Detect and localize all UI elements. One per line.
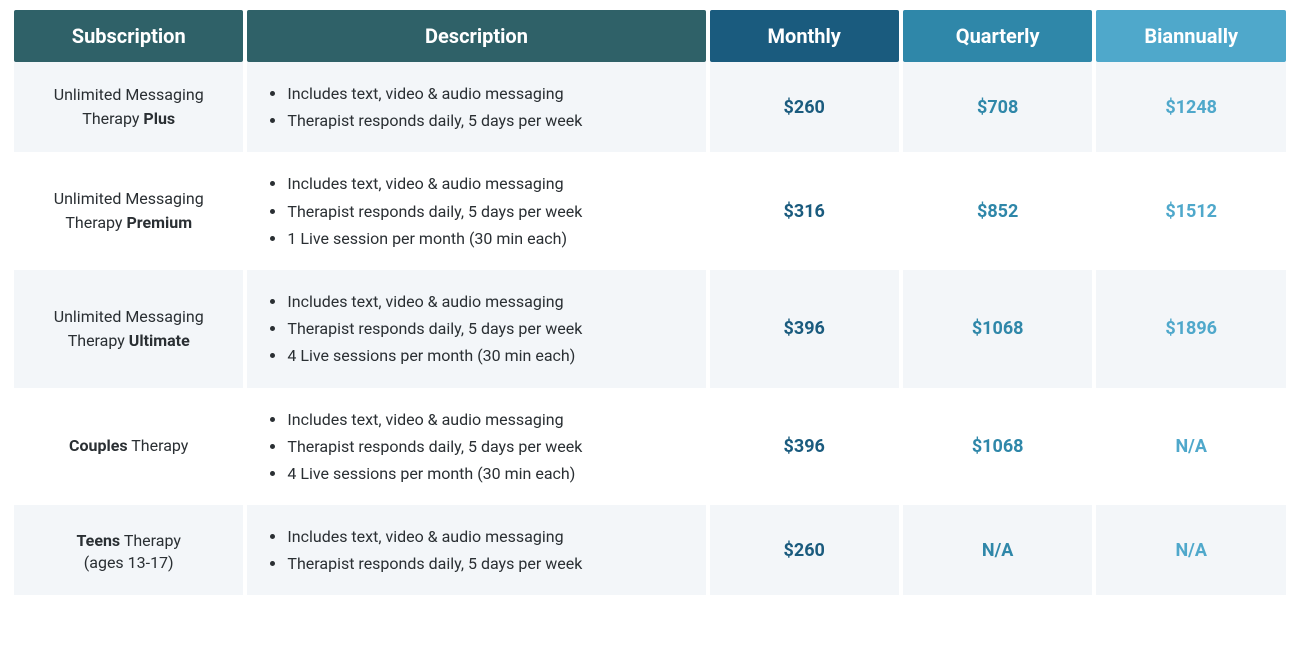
price-quarterly: $708 <box>903 62 1092 152</box>
pricing-table: Subscription Description Monthly Quarter… <box>10 10 1290 595</box>
feature-item: Includes text, video & audio messaging <box>287 170 691 197</box>
header-biannually: Biannually <box>1096 10 1286 62</box>
feature-item: Therapist responds daily, 5 days per wee… <box>287 315 691 342</box>
subscription-name-cell: Unlimited Messaging Therapy Plus <box>14 62 243 152</box>
subscription-name: Unlimited Messaging Therapy Ultimate <box>28 305 229 353</box>
header-monthly: Monthly <box>710 10 899 62</box>
price-monthly: $260 <box>710 62 899 152</box>
subscription-name: Couples Therapy <box>28 434 229 458</box>
price-value: $396 <box>784 436 825 457</box>
price-biannually: N/A <box>1096 505 1286 595</box>
subscription-name-cell: Couples Therapy <box>14 388 243 506</box>
table-row: Couples Therapy Includes text, video & au… <box>14 388 1286 506</box>
feature-list: Includes text, video & audio messagingTh… <box>261 406 691 488</box>
price-biannually: $1512 <box>1096 152 1286 270</box>
price-value: $396 <box>784 318 825 339</box>
price-value: N/A <box>1175 436 1206 457</box>
feature-item: Includes text, video & audio messaging <box>287 523 691 550</box>
price-value: N/A <box>982 540 1013 561</box>
feature-item: Includes text, video & audio messaging <box>287 288 691 315</box>
price-value: N/A <box>1175 540 1206 561</box>
price-value: $1068 <box>972 318 1024 339</box>
feature-item: 1 Live session per month (30 min each) <box>287 225 691 252</box>
subscription-name-bold: Couples <box>69 436 128 455</box>
table-row: Unlimited Messaging Therapy Ultimate Incl… <box>14 270 1286 388</box>
table-row: Unlimited Messaging Therapy Premium Inclu… <box>14 152 1286 270</box>
table-row: Unlimited Messaging Therapy Plus Includes… <box>14 62 1286 152</box>
header-description: Description <box>247 10 705 62</box>
header-quarterly: Quarterly <box>903 10 1092 62</box>
price-value: $852 <box>977 201 1018 222</box>
price-value: $708 <box>977 97 1018 118</box>
feature-item: Includes text, video & audio messaging <box>287 406 691 433</box>
subscription-name-bold: Plus <box>143 109 175 128</box>
price-quarterly: $852 <box>903 152 1092 270</box>
price-monthly: $396 <box>710 270 899 388</box>
price-value: $1068 <box>972 436 1024 457</box>
feature-item: Therapist responds daily, 5 days per wee… <box>287 198 691 225</box>
price-monthly: $316 <box>710 152 899 270</box>
description-cell: Includes text, video & audio messagingTh… <box>247 152 705 270</box>
subscription-name-cell: Teens Therapy(ages 13-17) <box>14 505 243 595</box>
price-biannually: $1248 <box>1096 62 1286 152</box>
feature-list: Includes text, video & audio messagingTh… <box>261 523 691 577</box>
description-cell: Includes text, video & audio messagingTh… <box>247 62 705 152</box>
subscription-name: Unlimited Messaging Therapy Plus <box>28 83 229 131</box>
feature-item: Therapist responds daily, 5 days per wee… <box>287 107 691 134</box>
price-monthly: $396 <box>710 388 899 506</box>
subscription-note: (ages 13-17) <box>28 553 229 572</box>
subscription-name-cell: Unlimited Messaging Therapy Ultimate <box>14 270 243 388</box>
description-cell: Includes text, video & audio messagingTh… <box>247 388 705 506</box>
subscription-name-cell: Unlimited Messaging Therapy Premium <box>14 152 243 270</box>
pricing-table-body: Unlimited Messaging Therapy Plus Includes… <box>14 62 1286 595</box>
price-value: $1512 <box>1165 201 1217 222</box>
feature-item: Therapist responds daily, 5 days per wee… <box>287 550 691 577</box>
feature-item: Therapist responds daily, 5 days per wee… <box>287 433 691 460</box>
description-cell: Includes text, video & audio messagingTh… <box>247 270 705 388</box>
header-subscription: Subscription <box>14 10 243 62</box>
header-row: Subscription Description Monthly Quarter… <box>14 10 1286 62</box>
subscription-name-bold: Ultimate <box>129 331 190 350</box>
feature-item: 4 Live sessions per month (30 min each) <box>287 342 691 369</box>
price-value: $316 <box>784 201 825 222</box>
price-quarterly: $1068 <box>903 270 1092 388</box>
feature-list: Includes text, video & audio messagingTh… <box>261 80 691 134</box>
price-biannually: N/A <box>1096 388 1286 506</box>
price-value: $260 <box>784 97 825 118</box>
subscription-name: Unlimited Messaging Therapy Premium <box>28 187 229 235</box>
table-row: Teens Therapy(ages 13-17) Includes text, … <box>14 505 1286 595</box>
price-value: $1248 <box>1165 97 1217 118</box>
feature-item: 4 Live sessions per month (30 min each) <box>287 460 691 487</box>
price-biannually: $1896 <box>1096 270 1286 388</box>
price-value: $1896 <box>1165 318 1217 339</box>
description-cell: Includes text, video & audio messagingTh… <box>247 505 705 595</box>
subscription-name-bold: Premium <box>126 213 192 232</box>
feature-list: Includes text, video & audio messagingTh… <box>261 288 691 370</box>
price-quarterly: N/A <box>903 505 1092 595</box>
subscription-name: Teens Therapy <box>28 529 229 553</box>
subscription-name-bold: Teens <box>76 531 120 550</box>
price-quarterly: $1068 <box>903 388 1092 506</box>
feature-item: Includes text, video & audio messaging <box>287 80 691 107</box>
price-monthly: $260 <box>710 505 899 595</box>
price-value: $260 <box>784 540 825 561</box>
feature-list: Includes text, video & audio messagingTh… <box>261 170 691 252</box>
